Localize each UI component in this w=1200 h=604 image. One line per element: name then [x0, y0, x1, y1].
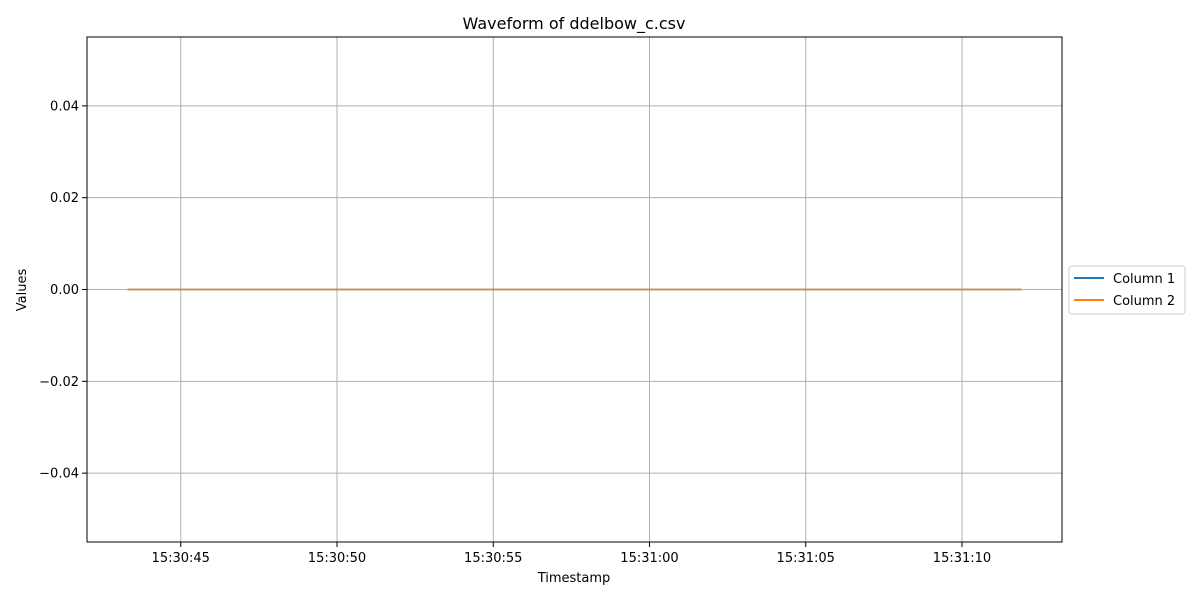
x-tick-label: 15:30:45	[152, 551, 210, 566]
y-tick-label: 0.04	[50, 99, 79, 114]
y-axis-label: Values	[15, 269, 30, 312]
x-tick-label: 15:31:05	[777, 551, 835, 566]
x-tick-label: 15:31:10	[933, 551, 991, 566]
chart-title: Waveform of ddelbow_c.csv	[463, 14, 686, 34]
y-tick-label: 0.00	[50, 283, 79, 298]
y-tick-label: −0.02	[39, 375, 79, 390]
legend: Column 1 Column 2	[1068, 265, 1186, 315]
x-tick-label: 15:31:00	[620, 551, 678, 566]
x-tick-label: 15:30:55	[464, 551, 522, 566]
legend-label-column-1: Column 1	[1113, 272, 1175, 287]
axis-ticks: 15:30:45 15:30:50 15:30:55 15:31:00 15:31:05…	[39, 99, 991, 566]
legend-label-column-2: Column 2	[1113, 294, 1175, 309]
x-tick-label: 15:30:50	[308, 551, 366, 566]
x-axis-label: Timestamp	[537, 571, 611, 586]
y-tick-label: −0.04	[39, 467, 79, 482]
y-tick-label: 0.02	[50, 191, 79, 206]
